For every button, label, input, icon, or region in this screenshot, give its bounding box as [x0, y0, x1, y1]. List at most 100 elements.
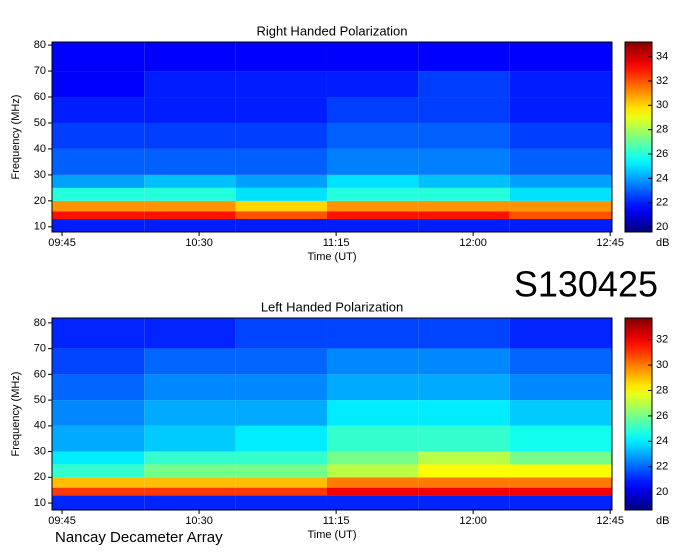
heatmap-cell — [326, 495, 419, 510]
heatmap-cell — [509, 487, 612, 496]
colorbar-tick-label: 22 — [656, 461, 668, 473]
heatmap-cell — [326, 148, 419, 175]
x-tick-label: 12:45 — [596, 237, 624, 249]
heatmap-cell — [235, 97, 327, 123]
heatmap-cell — [52, 318, 145, 349]
colorbar-label: dB — [656, 237, 669, 249]
y-tick-label: 60 — [34, 91, 46, 103]
heatmap-cell — [52, 400, 145, 426]
heatmap-cell — [144, 400, 236, 426]
heatmap-cell — [52, 174, 145, 188]
heatmap-cell — [326, 451, 419, 465]
heatmap-cell — [418, 97, 510, 123]
y-tick-label: 70 — [34, 65, 46, 77]
heatmap-cell — [326, 211, 419, 220]
heatmap-cell — [509, 211, 612, 220]
colorbar — [624, 317, 653, 511]
x-axis-label: Time (UT) — [307, 251, 356, 263]
heatmap-cell — [418, 122, 510, 149]
heatmap-cell — [509, 219, 612, 232]
heatmap-cell — [52, 425, 145, 452]
heatmap-cell — [418, 495, 510, 510]
y-tick-label: 50 — [34, 117, 46, 129]
plot-frame — [51, 317, 613, 511]
y-tick-label: 80 — [34, 317, 46, 329]
heatmap-cell — [52, 451, 145, 465]
heatmap-cell — [326, 122, 419, 149]
colorbar-tick-label: 30 — [656, 359, 668, 371]
colorbar-tick-label: 32 — [656, 75, 668, 87]
colorbar-tick-label: 26 — [656, 148, 668, 160]
colorbar-tick-label: 20 — [656, 221, 668, 233]
heatmap-cell — [509, 451, 612, 465]
heatmap-cell — [144, 464, 236, 478]
heatmap-cell — [418, 451, 510, 465]
heatmap-cell — [509, 425, 612, 452]
colorbar-tick-label: 20 — [656, 486, 668, 498]
plot-frame — [51, 41, 613, 233]
x-tick-label: 12:45 — [596, 515, 624, 527]
heatmap-cell — [235, 374, 327, 401]
heatmap-cell — [418, 487, 510, 496]
heatmap-cell — [418, 148, 510, 175]
heatmap-cell — [52, 374, 145, 401]
heatmap-cell — [144, 71, 236, 98]
y-tick-label: 40 — [34, 143, 46, 155]
heatmap-cell — [418, 200, 510, 212]
heatmap-cell — [326, 97, 419, 123]
heatmap-cell — [144, 495, 236, 510]
colorbar-tick-label: 34 — [656, 51, 668, 63]
heatmap-cell — [235, 211, 327, 220]
heatmap-cell — [52, 148, 145, 175]
y-tick-label: 40 — [34, 420, 46, 432]
heatmap-cell — [52, 211, 145, 220]
x-tick-label: 11:15 — [323, 515, 350, 527]
y-tick-label: 60 — [34, 368, 46, 380]
heatmap-cell — [326, 174, 419, 188]
heatmap-cell — [326, 487, 419, 496]
colorbar-label: dB — [656, 515, 669, 527]
heatmap-cell — [326, 71, 419, 98]
x-tick-label: 10:30 — [185, 515, 213, 527]
x-tick-label: 09:45 — [48, 515, 76, 527]
heatmap-cell — [144, 374, 236, 401]
y-tick-label: 10 — [34, 221, 46, 233]
x-tick-label: 10:30 — [185, 237, 213, 249]
heatmap-cell — [418, 425, 510, 452]
heatmap-cell — [144, 97, 236, 123]
y-tick-label: 80 — [34, 39, 46, 51]
heatmap-cell — [235, 318, 327, 349]
y-tick-label: 10 — [34, 497, 46, 509]
heatmap-cell — [509, 464, 612, 478]
heatmap-cell — [418, 219, 510, 232]
heatmap-cell — [144, 211, 236, 220]
heatmap-cell — [418, 400, 510, 426]
heatmap-cell — [52, 487, 145, 496]
heatmap-cell — [509, 318, 612, 349]
x-axis-label: Time (UT) — [307, 529, 356, 541]
chart-title: Right Handed Polarization — [256, 23, 407, 38]
colorbar-tick-label: 32 — [656, 334, 668, 346]
x-tick-label: 11:15 — [323, 237, 350, 249]
heatmap-cell — [235, 487, 327, 496]
heatmap-cell — [144, 318, 236, 349]
heatmap-cell — [144, 451, 236, 465]
heatmap-cell — [235, 451, 327, 465]
heatmap-cell — [144, 425, 236, 452]
heatmap-cell — [144, 42, 236, 72]
heatmap-cell — [144, 348, 236, 375]
heatmap-cell — [509, 42, 612, 72]
heatmap-cell — [326, 318, 419, 349]
heatmap-cell — [418, 187, 510, 201]
heatmap-cell — [235, 122, 327, 149]
heatmap-cell — [52, 187, 145, 201]
heatmap-cell — [509, 495, 612, 510]
heatmap-cell — [509, 348, 612, 375]
heatmap-cell — [326, 425, 419, 452]
heatmap-cell — [235, 348, 327, 375]
heatmap-cell — [326, 200, 419, 212]
y-tick-label: 20 — [34, 195, 46, 207]
heatmap-cell — [235, 400, 327, 426]
